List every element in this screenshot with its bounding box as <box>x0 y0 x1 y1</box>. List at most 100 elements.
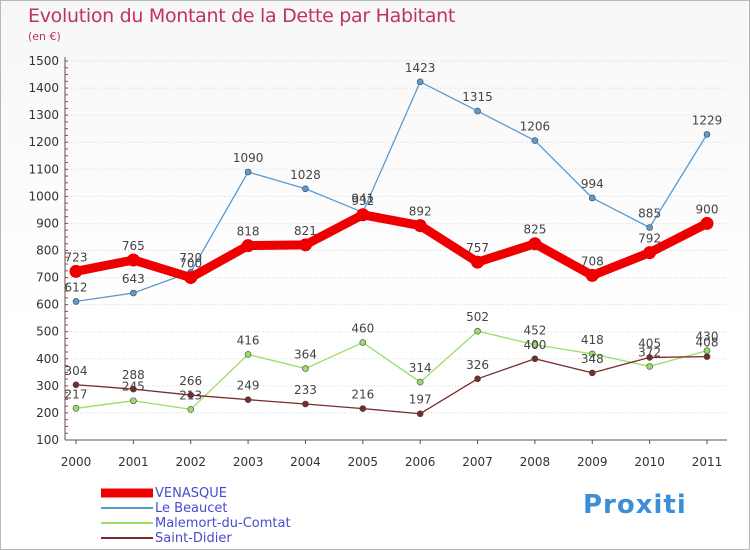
data-point-saint-didier <box>244 396 252 403</box>
data-point-venasque <box>413 219 427 233</box>
data-label-malemort-du-comtat: 430 <box>696 330 719 344</box>
data-label-le-beaucet: 1229 <box>692 113 723 127</box>
data-label-saint-didier: 304 <box>65 364 88 378</box>
data-label-saint-didier: 197 <box>409 393 432 407</box>
legend-swatch-malemort-du-comtat <box>101 522 153 524</box>
data-point-malemort-du-comtat <box>588 350 596 358</box>
y-tick-label: 100 <box>36 433 59 447</box>
legend-swatch-saint-didier <box>101 537 153 539</box>
legend: VENASQUE Le Beaucet Malemort-du-Comtat S… <box>101 486 291 546</box>
x-tick-label: 2007 <box>462 455 493 469</box>
data-label-le-beaucet: 941 <box>351 191 374 205</box>
data-point-malemort-du-comtat <box>416 378 424 386</box>
data-point-venasque <box>298 238 312 252</box>
data-label-venasque: 700 <box>179 257 202 271</box>
series-line-malemort-du-comtat <box>75 330 708 411</box>
data-label-venasque: 792 <box>638 232 661 246</box>
data-point-venasque <box>356 208 370 222</box>
legend-item-saint-didier: Saint-Didier <box>101 531 291 546</box>
y-tick-label: 300 <box>36 379 59 393</box>
data-label-venasque: 825 <box>523 223 546 237</box>
data-label-saint-didier: 405 <box>638 336 661 350</box>
y-tick-label: 1100 <box>28 162 59 176</box>
y-tick-label: 1300 <box>28 108 59 122</box>
data-label-saint-didier: 326 <box>466 358 489 372</box>
data-label-le-beaucet: 1423 <box>405 61 436 75</box>
x-tick-label: 2002 <box>175 455 206 469</box>
y-tick-label: 800 <box>36 244 59 258</box>
data-point-saint-didier <box>187 391 195 399</box>
x-tick-label: 2000 <box>61 455 92 469</box>
data-point-venasque <box>643 246 657 260</box>
chart-subtitle: (en €) <box>28 30 61 43</box>
y-tick-label: 1200 <box>28 135 59 149</box>
legend-swatch-le-beaucet <box>101 507 153 509</box>
data-label-venasque: 708 <box>581 254 604 268</box>
data-point-le-beaucet <box>588 194 596 202</box>
data-point-venasque <box>471 255 485 269</box>
data-label-le-beaucet: 720 <box>179 251 202 265</box>
data-label-le-beaucet: 643 <box>122 272 145 286</box>
x-tick-label: 2006 <box>405 455 436 469</box>
data-point-saint-didier <box>703 353 711 360</box>
data-point-le-beaucet <box>474 107 481 115</box>
data-point-malemort-du-comtat <box>187 406 195 413</box>
x-tick-label: 2008 <box>520 455 551 469</box>
data-label-malemort-du-comtat: 418 <box>581 333 604 347</box>
data-point-le-beaucet <box>703 131 711 138</box>
data-point-saint-didier <box>646 354 653 361</box>
data-point-saint-didier <box>416 410 424 418</box>
data-label-malemort-du-comtat: 452 <box>523 324 546 338</box>
data-point-venasque <box>700 216 714 230</box>
data-point-saint-didier <box>130 385 137 393</box>
series-line-saint-didier <box>75 355 708 415</box>
data-label-saint-didier: 400 <box>523 338 546 352</box>
data-point-saint-didier <box>588 369 596 377</box>
data-point-malemort-du-comtat <box>359 339 367 346</box>
y-tick-label: 600 <box>36 298 59 312</box>
data-label-saint-didier: 249 <box>237 379 260 393</box>
legend-swatch-venasque <box>101 488 153 498</box>
data-label-le-beaucet: 1028 <box>290 168 321 182</box>
legend-item-le-beaucet: Le Beaucet <box>101 501 291 516</box>
data-label-le-beaucet: 885 <box>638 206 661 220</box>
data-label-malemort-du-comtat: 314 <box>409 361 432 375</box>
data-label-venasque: 932 <box>351 194 374 208</box>
data-point-saint-didier <box>302 400 309 408</box>
x-tick-label: 2003 <box>233 455 264 469</box>
data-label-saint-didier: 288 <box>122 368 145 382</box>
data-label-malemort-du-comtat: 416 <box>237 333 260 347</box>
data-point-saint-didier <box>72 381 80 389</box>
proxiti-logo: Proxiti <box>583 490 687 520</box>
data-point-le-beaucet <box>646 224 653 231</box>
y-tick-label: 400 <box>36 352 59 366</box>
y-tick-label: 1500 <box>28 54 59 68</box>
legend-label-venasque: VENASQUE <box>155 486 227 501</box>
x-tick-label: 2001 <box>118 455 149 469</box>
y-tick-label: 200 <box>36 406 59 420</box>
data-point-venasque <box>241 239 255 253</box>
data-label-le-beaucet: 612 <box>65 280 88 294</box>
data-point-venasque <box>585 268 599 282</box>
legend-label-malemort-du-comtat: Malemort-du-Comtat <box>155 516 291 531</box>
y-tick-label: 500 <box>36 325 59 339</box>
data-label-le-beaucet: 994 <box>581 177 604 191</box>
y-tick-label: 1400 <box>28 81 59 95</box>
legend-item-venasque: VENASQUE <box>101 486 291 501</box>
data-point-saint-didier <box>474 375 481 383</box>
y-tick-label: 700 <box>36 271 59 285</box>
data-point-le-beaucet <box>244 168 252 176</box>
data-label-saint-didier: 348 <box>581 352 604 366</box>
data-point-malemort-du-comtat <box>130 397 137 405</box>
x-tick-label: 2005 <box>348 455 379 469</box>
data-point-malemort-du-comtat <box>531 341 539 349</box>
data-label-le-beaucet: 1090 <box>233 151 264 165</box>
data-label-malemort-du-comtat: 372 <box>638 345 661 359</box>
series-line-venasque <box>71 210 712 283</box>
x-tick-label: 2004 <box>290 455 321 469</box>
data-label-venasque: 892 <box>409 205 432 219</box>
data-point-venasque <box>69 264 83 278</box>
x-tick-label: 2011 <box>692 455 723 469</box>
